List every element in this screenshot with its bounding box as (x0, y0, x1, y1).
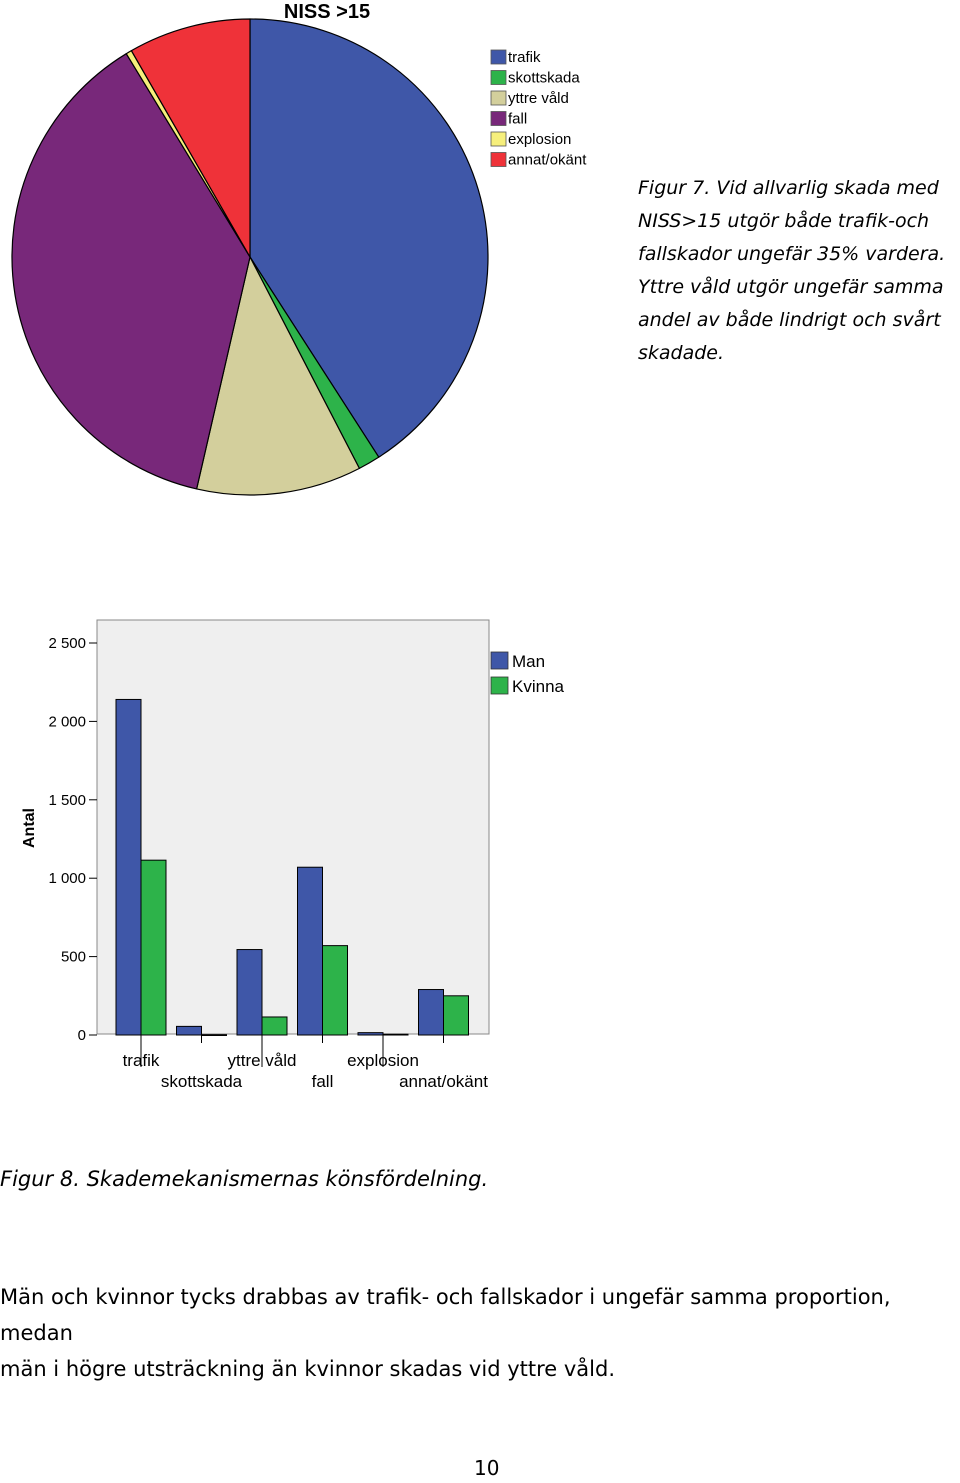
legend-swatch-explosion (490, 131, 507, 147)
page-number: 10 (474, 1456, 500, 1480)
x-tick-label-trafik: trafik (123, 1051, 160, 1070)
pie-chart-title: NISS >15 (284, 1, 370, 23)
bar-man-fall (297, 866, 323, 1036)
bar-kvinna-skottskada (201, 1034, 227, 1036)
caption-line: fallskador ungefär 35% vardera. (638, 243, 946, 265)
legend-label-man: Man (512, 652, 545, 671)
bar-man-annat-ok-nt (418, 989, 444, 1036)
bar-kvinna-trafik (140, 859, 167, 1036)
legend-label-trafik: trafik (508, 49, 541, 66)
bar-kvinna-annat-ok-nt (443, 995, 469, 1036)
y-axis: 0 500 1 000 1 500 2 000 2 500 (48, 635, 97, 1044)
figure-8-caption: Figur 8. Skademekanismernas könsfördelni… (0, 1167, 489, 1191)
x-tick-label-yttre-v-ld: yttre våld (228, 1051, 297, 1070)
legend-label-skottskada: skottskada (508, 70, 580, 87)
body-paragraph: Män och kvinnor tycks drabbas av trafik-… (0, 1279, 960, 1387)
bar-kvinna-yttre-v-ld (261, 1016, 288, 1036)
x-tick-label-explosion: explosion (347, 1051, 419, 1070)
caption-line: Figur 7. Vid allvarlig skada med (638, 177, 939, 199)
figure-7-caption: Figur 7. Vid allvarlig skada med NISS>15… (638, 172, 958, 370)
bars (115, 698, 469, 1036)
y-tick-label: 2 000 (48, 713, 86, 730)
bar-legend: Man Kvinna (490, 651, 565, 696)
caption-line: NISS>15 utgör både trafik-och (638, 210, 930, 232)
bar-man-skottskada (176, 1025, 202, 1036)
pie-slice-annat-ok-nt (130, 18, 251, 258)
legend-swatch-kvinna (490, 676, 509, 695)
y-tick-label: 1 000 (48, 870, 86, 887)
bar-man-trafik (115, 698, 142, 1036)
bar-man-explosion (357, 1032, 384, 1036)
legend-label-yttre-v-ld: yttre våld (508, 90, 569, 107)
paragraph-line: män i högre utsträckning än kvinnor skad… (0, 1357, 615, 1381)
pie-legend: trafik skottskada yttre våld fall explosion a… (490, 49, 587, 169)
legend-label-kvinna: Kvinna (512, 677, 565, 696)
pie-slice-yttre-v-ld (196, 256, 360, 496)
legend-swatch-fall (490, 111, 507, 126)
y-axis-label: Antal (21, 808, 38, 848)
caption-line: andel av både lindrigt och svårt (638, 309, 941, 331)
legend-swatch-man (490, 651, 509, 670)
pie-slice-trafik (249, 18, 489, 458)
y-tick-label: 2 500 (48, 635, 86, 652)
legend-swatch-trafik (490, 49, 507, 65)
bar-kvinna-explosion (382, 1033, 409, 1036)
x-tick-label-fall: fall (312, 1072, 334, 1091)
pie-slice-fall (11, 53, 251, 490)
legend-label-explosion: explosion (508, 131, 571, 148)
legend-swatch-skottskada (490, 70, 507, 85)
pie-chart: NISS >15 trafik skottskada yttre våld fall e… (11, 1, 587, 496)
legend-swatch-yttre-v-ld (490, 90, 507, 106)
pie-slices (11, 18, 489, 496)
x-tick-label-annat-ok-nt: annat/okänt (399, 1072, 488, 1091)
caption-line: skadade. (638, 342, 725, 364)
bar-kvinna-fall (322, 945, 348, 1036)
legend-label-fall: fall (508, 111, 527, 128)
legend-swatch-annat-ok-nt (490, 152, 507, 167)
y-tick-label: 500 (61, 949, 86, 966)
y-tick-label: 1 500 (48, 792, 86, 809)
x-tick-label-skottskada: skottskada (161, 1072, 243, 1091)
legend-label-annat-ok-nt: annat/okänt (508, 152, 587, 169)
paragraph-line: Män och kvinnor tycks drabbas av trafik-… (0, 1285, 891, 1345)
bar-man-yttre-v-ld (236, 949, 263, 1036)
caption-line: Yttre våld utgör ungefär samma (638, 276, 944, 298)
bar-chart: Antal 0 500 1 000 1 500 2 000 2 500 trafiksko… (21, 619, 565, 1091)
y-tick-label: 0 (78, 1027, 86, 1044)
